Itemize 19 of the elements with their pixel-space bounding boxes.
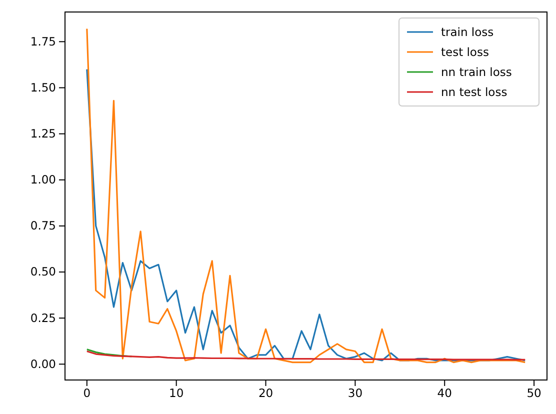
y-tick-label: 0.75 [30,218,56,233]
x-tick-label: 30 [348,386,363,400]
y-tick-label: 1.50 [30,80,56,94]
y-tick-label: 1.25 [30,126,56,140]
line-series [86,350,526,361]
y-tick-label: 1.00 [30,172,56,187]
y-tick-label: 0.50 [30,264,56,279]
x-tick-label: 10 [169,386,184,400]
legend-label: nn train loss [441,65,512,79]
y-tick-label: 0.25 [30,310,56,325]
x-tick-label: 50 [526,386,542,400]
legend-label: test loss [441,45,489,59]
x-tick-label: 40 [437,386,452,400]
y-tick-label: 0.00 [30,356,56,371]
x-tick-label: 20 [258,386,274,400]
legend-label: nn test loss [441,85,508,99]
x-tick-label: 0 [83,386,91,400]
legend-label: train loss [441,25,494,39]
y-tick-label: 1.75 [30,34,56,48]
